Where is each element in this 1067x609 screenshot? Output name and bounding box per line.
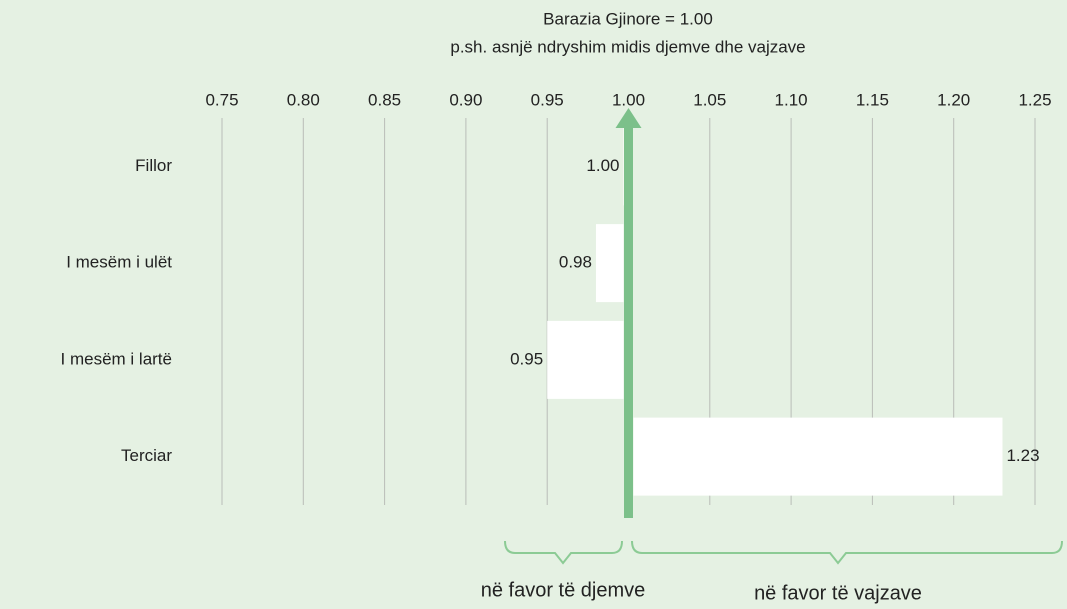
annotation: në favor të vajzave <box>754 582 922 604</box>
bar <box>595 224 624 303</box>
x-tick-label: 0.95 <box>531 90 564 109</box>
x-tick-label: 0.85 <box>368 90 401 109</box>
brace-right <box>631 540 1063 565</box>
value-label: 1.23 <box>1006 446 1039 465</box>
x-tick-label: 1.25 <box>1018 90 1051 109</box>
chart-title: Barazia Gjinore = 1.00 <box>543 9 713 28</box>
annotation: në favor të djemve <box>481 579 646 601</box>
x-tick-label: 1.10 <box>775 90 808 109</box>
x-tick-label: 0.90 <box>449 90 482 109</box>
y-tick-label: Fillor <box>135 156 172 175</box>
x-tick-label: 1.20 <box>937 90 970 109</box>
y-tick-label: Terciar <box>121 446 172 465</box>
x-tick-label: 1.00 <box>612 90 645 109</box>
x-tick-label: 0.75 <box>205 90 238 109</box>
x-tick-label: 1.05 <box>693 90 726 109</box>
y-tick-label: I mesëm i ulët <box>66 253 172 272</box>
baseline-arrow-head <box>615 108 642 128</box>
bar <box>547 320 624 399</box>
chart-subtitle: p.sh. asnjë ndryshim midis djemve dhe va… <box>450 37 805 56</box>
baseline-arrow <box>624 122 633 518</box>
x-tick-label: 1.15 <box>856 90 889 109</box>
y-tick-label: I mesëm i lartë <box>61 349 172 368</box>
value-label: 1.00 <box>586 156 619 175</box>
bar <box>633 417 1003 496</box>
value-label: 0.98 <box>559 253 592 272</box>
x-tick-label: 0.80 <box>287 90 320 109</box>
value-label: 0.95 <box>510 349 543 368</box>
brace-left <box>504 540 623 565</box>
